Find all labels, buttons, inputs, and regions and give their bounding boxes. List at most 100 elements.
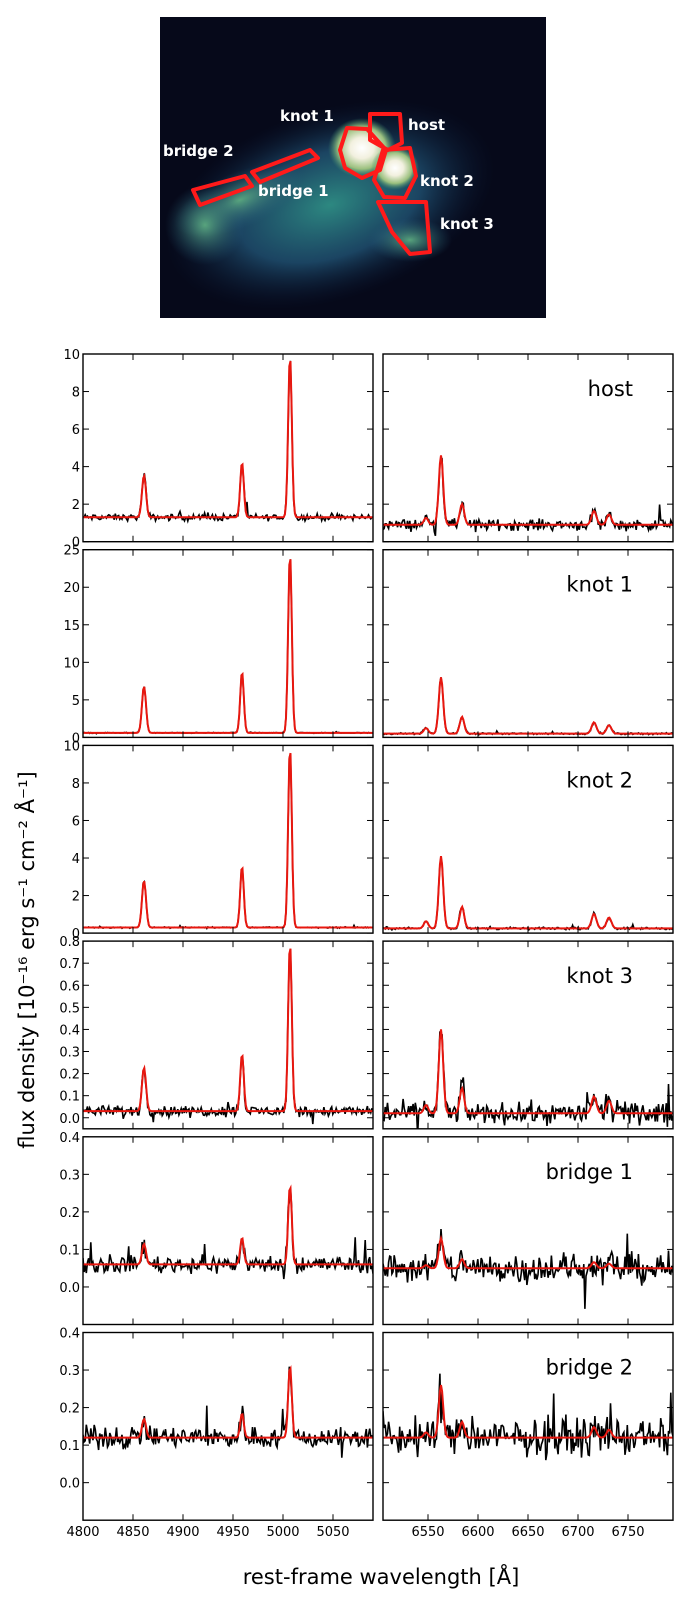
model-fit	[383, 1384, 673, 1439]
panel-knot-3-blue: 0.0 0.1 0.2 0.3 0.4 0.5 0.6 0.7 0.8	[59, 935, 374, 1130]
y-tick-label: 8	[72, 777, 80, 792]
y-tick-label: 0.5	[59, 1001, 80, 1016]
y-tick-label: 0.6	[59, 979, 80, 994]
model-fit	[83, 752, 373, 929]
observed-spectrum	[83, 559, 373, 735]
observed-spectrum	[83, 360, 373, 524]
y-tick-label: 0.8	[59, 935, 80, 950]
y-tick-label: 2	[72, 890, 80, 905]
x-axis-label: rest-frame wavelength [Å]	[243, 1563, 520, 1589]
observed-spectrum	[383, 1373, 673, 1461]
observed-spectrum	[83, 754, 373, 930]
y-tick-label: 0.4	[59, 1023, 80, 1038]
model-fit	[383, 1234, 673, 1270]
y-tick-label: 15	[63, 619, 80, 634]
x-tick-label: 6700	[561, 1525, 594, 1540]
x-tick-label: 4850	[116, 1525, 149, 1540]
y-tick-label: 0.2	[59, 1402, 80, 1417]
y-tick-label: 10	[63, 739, 80, 754]
region-bridge-2-outline	[191, 174, 254, 207]
model-fit	[83, 1184, 373, 1266]
region-knot-3-outline	[376, 200, 432, 256]
y-tick-label: 0	[72, 927, 80, 942]
region-bridge-1-outline	[250, 148, 320, 184]
y-tick-label: 0.2	[59, 1206, 80, 1221]
panel-frame	[82, 744, 374, 934]
model-fit	[383, 455, 673, 526]
panel-bridge-2-blue: 4800 4850 4900 4950 5000 5050 0.0 0.1 0.2 0.3 0.4	[59, 1327, 374, 1540]
x-tick-label: 5050	[316, 1525, 349, 1540]
y-tick-label: 2	[72, 498, 80, 513]
region-outlines	[191, 112, 432, 256]
panel-frame	[82, 353, 374, 543]
region-labels: knot 1 host bridge 2 bridge 1 knot 2 kno…	[163, 107, 494, 233]
panel-bridge-2-red: 6550 6600 6650 6700 6750 bridge 2	[382, 1331, 674, 1540]
panel-host-red: host	[382, 353, 674, 543]
y-tick-label: 0.2	[59, 1068, 80, 1083]
y-tick-label: 20	[63, 581, 80, 596]
panel-frame	[82, 549, 374, 739]
y-tick-label: 4	[72, 461, 80, 476]
x-tick-label: 6750	[611, 1525, 644, 1540]
observed-spectrum	[383, 1228, 673, 1309]
panel-knot-1-red: knot 1	[382, 549, 674, 739]
ifu-image-panel: knot 1 host bridge 2 bridge 1 knot 2 kno…	[160, 17, 546, 318]
model-fit	[83, 948, 373, 1113]
y-tick-label: 0.3	[59, 1168, 80, 1183]
panel-frame	[82, 940, 374, 1130]
panel-label: bridge 1	[546, 1160, 633, 1184]
observed-spectrum	[383, 1031, 673, 1129]
x-tick-label: 5000	[266, 1525, 299, 1540]
y-tick-label: 25	[63, 544, 80, 559]
model-fit	[83, 360, 373, 519]
observed-spectrum	[83, 1366, 373, 1458]
observed-spectrum	[383, 677, 673, 736]
region-label-knot-3: knot 3	[440, 215, 494, 233]
panel-knot-1-blue: 0 5 10 15 20 25	[63, 544, 374, 746]
spectra-grid: 0 2 4 6 8 10 host 0 5 10 15 20 25 knot 1 0 2 4 6 8 10 knot 2…	[59, 348, 674, 1540]
region-label-knot-2: knot 2	[420, 172, 474, 190]
panel-label: bridge 2	[546, 1356, 633, 1380]
panel-knot-2-blue: 0 2 4 6 8 10	[63, 739, 374, 942]
observed-spectrum	[383, 857, 673, 932]
panel-label: host	[588, 377, 633, 401]
observed-spectrum	[83, 1188, 373, 1280]
model-fit	[383, 855, 673, 930]
panel-label: knot 2	[566, 768, 633, 792]
y-tick-label: 6	[72, 814, 80, 829]
model-fit	[383, 677, 673, 735]
y-tick-label: 0.0	[59, 1477, 80, 1492]
y-tick-label: 8	[72, 386, 80, 401]
region-host-outline	[368, 112, 404, 152]
y-tick-label: 4	[72, 852, 80, 867]
panel-bridge-1-red: bridge 1	[382, 1136, 674, 1326]
panel-label: knot 1	[566, 573, 633, 597]
region-knot-2-outline	[372, 146, 418, 200]
y-tick-label: 0.7	[59, 957, 80, 972]
region-label-bridge-1: bridge 1	[258, 182, 329, 200]
y-tick-label: 10	[63, 348, 80, 363]
y-tick-label: 0	[72, 536, 80, 551]
panel-label: knot 3	[566, 964, 633, 988]
x-tick-label: 6550	[411, 1525, 444, 1540]
x-tick-label: 6600	[461, 1525, 494, 1540]
y-tick-label: 0.1	[59, 1243, 80, 1258]
region-label-bridge-2: bridge 2	[163, 142, 234, 160]
panel-knot-3-red: knot 3	[382, 940, 674, 1130]
panel-frame	[82, 1331, 374, 1521]
panel-frame	[82, 1136, 374, 1326]
model-fit	[83, 1365, 373, 1439]
y-tick-label: 0.1	[59, 1439, 80, 1454]
y-tick-label: 0.4	[59, 1131, 80, 1146]
region-label-knot-1: knot 1	[280, 107, 334, 125]
y-tick-label: 0.0	[59, 1281, 80, 1296]
panel-host-blue: 0 2 4 6 8 10	[63, 348, 374, 551]
model-fit	[383, 1029, 673, 1115]
y-tick-label: 5	[72, 694, 80, 709]
y-axis-label: flux density [10⁻¹⁶ erg s⁻¹ cm⁻² Å⁻¹]	[13, 771, 39, 1148]
model-fit	[83, 559, 373, 734]
y-tick-label: 0	[72, 731, 80, 746]
region-label-host: host	[408, 116, 445, 134]
x-tick-label: 4950	[216, 1525, 249, 1540]
